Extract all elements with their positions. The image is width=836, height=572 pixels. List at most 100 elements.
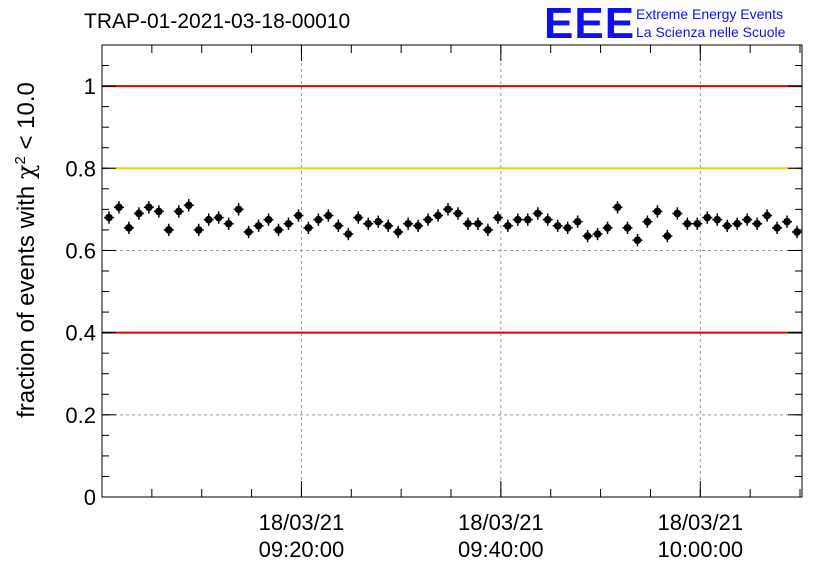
data-marker xyxy=(254,222,263,230)
axis-ticks xyxy=(102,44,802,498)
data-marker xyxy=(763,211,771,220)
data-point xyxy=(592,227,603,241)
data-point xyxy=(103,211,114,224)
data-point xyxy=(562,221,573,235)
data-marker xyxy=(165,226,173,234)
data-point xyxy=(502,219,513,232)
y-tick-label: 0.8 xyxy=(65,156,96,181)
data-point xyxy=(173,205,184,218)
data-point xyxy=(253,219,264,232)
data-marker xyxy=(633,236,642,244)
data-point xyxy=(443,203,454,216)
data-point xyxy=(243,225,254,239)
data-point xyxy=(702,211,713,224)
data-point xyxy=(163,223,174,237)
data-marker xyxy=(364,219,373,228)
data-point xyxy=(213,211,224,224)
y-axis-label: fraction of events with χ2 < 10.0 xyxy=(12,82,41,418)
data-marker xyxy=(553,222,562,230)
data-point xyxy=(333,219,344,232)
data-point xyxy=(233,203,244,216)
data-point xyxy=(622,221,633,235)
data-marker xyxy=(404,219,412,228)
data-point xyxy=(602,221,613,235)
data-marker xyxy=(394,228,402,236)
data-point xyxy=(662,229,673,243)
data-point xyxy=(642,215,653,228)
data-marker xyxy=(464,219,472,228)
data-point xyxy=(293,209,304,222)
data-point xyxy=(403,217,414,230)
data-point xyxy=(203,213,214,226)
chart-title: TRAP-01-2021-03-18-00010 xyxy=(84,10,351,33)
data-point xyxy=(323,209,334,222)
data-marker xyxy=(484,226,492,234)
data-point xyxy=(682,217,693,230)
y-axis-label-superscript: 2 xyxy=(12,156,29,165)
data-point xyxy=(752,217,763,230)
x-tick-label-date: 18/03/21 xyxy=(657,510,743,535)
data-point xyxy=(183,199,194,212)
data-point xyxy=(113,201,124,214)
data-point xyxy=(263,213,274,226)
data-marker xyxy=(504,222,512,230)
data-point xyxy=(273,223,284,237)
data-point xyxy=(732,217,743,230)
data-point xyxy=(303,221,314,235)
data-marker xyxy=(683,219,692,228)
data-marker xyxy=(783,217,791,226)
data-marker xyxy=(543,215,552,224)
y-tick-label: 0.6 xyxy=(65,238,96,263)
data-point xyxy=(423,213,434,226)
data-point xyxy=(223,217,234,230)
data-marker xyxy=(374,217,383,226)
data-point xyxy=(492,211,503,224)
data-marker xyxy=(204,215,213,224)
data-point xyxy=(133,207,144,220)
data-point xyxy=(353,211,364,224)
data-marker xyxy=(593,230,602,238)
plot-frame xyxy=(101,44,803,498)
data-marker xyxy=(663,232,672,240)
data-marker xyxy=(793,228,801,236)
grid-layer xyxy=(102,45,802,497)
data-marker xyxy=(424,215,432,224)
data-point xyxy=(512,213,523,226)
data-point xyxy=(542,213,553,226)
data-marker xyxy=(623,224,632,232)
data-point xyxy=(712,213,723,226)
data-marker xyxy=(494,213,502,222)
data-point xyxy=(472,217,483,230)
y-axis-label-suffix: < 10.0 xyxy=(13,82,40,157)
data-marker xyxy=(234,205,243,214)
data-marker xyxy=(454,209,462,218)
data-marker xyxy=(174,207,183,216)
data-marker xyxy=(354,213,363,222)
data-marker xyxy=(753,219,761,228)
data-points xyxy=(103,199,803,247)
y-axis-label-prefix: fraction of events with xyxy=(13,179,40,418)
data-marker xyxy=(224,219,233,228)
y-tick-label: 0 xyxy=(84,485,96,510)
data-point xyxy=(532,207,543,220)
data-marker xyxy=(214,213,223,222)
data-marker xyxy=(703,213,712,222)
data-point xyxy=(123,221,134,235)
data-marker xyxy=(693,219,702,228)
data-point xyxy=(632,234,643,247)
data-point xyxy=(343,227,354,241)
data-marker xyxy=(673,209,682,218)
data-marker xyxy=(773,224,781,232)
data-point xyxy=(452,207,463,220)
y-axis-label-symbol: χ xyxy=(12,164,40,180)
data-point xyxy=(433,209,444,222)
data-point xyxy=(393,225,404,239)
y-tick-label: 1 xyxy=(84,74,96,99)
data-point xyxy=(692,217,703,230)
data-point xyxy=(722,219,733,232)
data-point xyxy=(672,207,683,220)
data-point xyxy=(153,205,164,218)
data-marker xyxy=(563,224,572,232)
data-marker xyxy=(384,222,392,230)
data-marker xyxy=(105,213,113,222)
